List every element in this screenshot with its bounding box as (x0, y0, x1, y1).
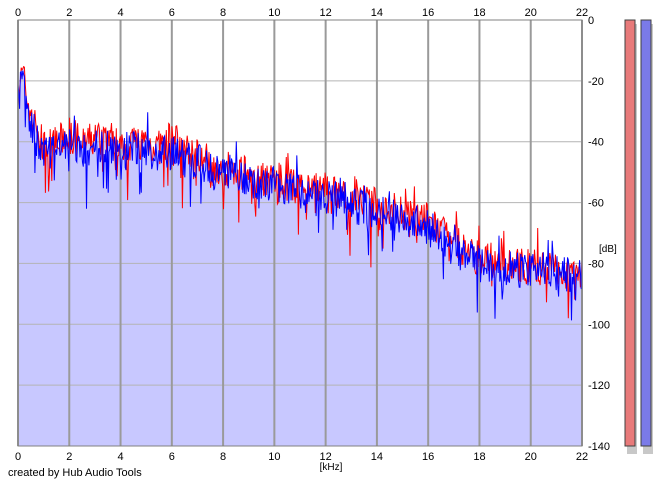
y-tick-label: -120 (588, 380, 610, 392)
x-tick-label-top: 20 (525, 7, 537, 19)
x-tick-label-top: 18 (473, 7, 485, 19)
x-tick-label-bottom: 16 (422, 451, 434, 463)
x-tick-label-bottom: 18 (473, 451, 485, 463)
x-tick-label-bottom: 8 (220, 451, 226, 463)
level-meters (624, 19, 653, 454)
x-tick-label-top: 12 (320, 7, 332, 19)
spectrum-fill (18, 66, 582, 446)
level-meter-bar (640, 19, 652, 447)
y-axis-label: [dB] (599, 244, 617, 255)
x-tick-label-bottom: 22 (576, 451, 588, 463)
series-line-2 (17, 70, 583, 321)
x-tick-label-top: 22 (576, 7, 588, 19)
x-tick-label-top: 16 (422, 7, 434, 19)
y-tick-label: -40 (588, 137, 604, 149)
y-tick-label: 0 (588, 15, 594, 27)
x-axis-label: [kHz] (320, 462, 343, 473)
y-tick-label: -140 (588, 441, 610, 453)
x-tick-label-bottom: 10 (268, 451, 280, 463)
x-tick-label-top: 0 (15, 7, 21, 19)
plot-border (17, 19, 583, 447)
x-tick-label-top: 14 (371, 7, 383, 19)
x-tick-label-bottom: 6 (169, 451, 175, 463)
x-tick-label-bottom: 20 (525, 451, 537, 463)
credit-text: created by Hub Audio Tools (8, 467, 142, 479)
x-tick-label-top: 4 (117, 7, 123, 19)
x-tick-label-bottom: 0 (15, 451, 21, 463)
axis-labels: [kHz] [dB] (320, 244, 617, 473)
x-tick-label-top: 8 (220, 7, 226, 19)
x-tick-label-bottom: 2 (66, 451, 72, 463)
x-tick-label-top: 2 (66, 7, 72, 19)
x-tick-label-bottom: 14 (371, 451, 383, 463)
y-tick-label: -80 (588, 258, 604, 270)
y-tick-label: -20 (588, 76, 604, 88)
y-tick-label: -60 (588, 198, 604, 210)
x-tick-label-top: 6 (169, 7, 175, 19)
x-tick-label-bottom: 12 (320, 451, 332, 463)
y-tick-label: -100 (588, 319, 610, 331)
level-meter-bar (624, 19, 636, 447)
plot-area: 002244668810101212141416161818202022220-… (15, 7, 610, 463)
x-tick-label-top: 10 (268, 7, 280, 19)
x-tick-label-bottom: 4 (117, 451, 123, 463)
